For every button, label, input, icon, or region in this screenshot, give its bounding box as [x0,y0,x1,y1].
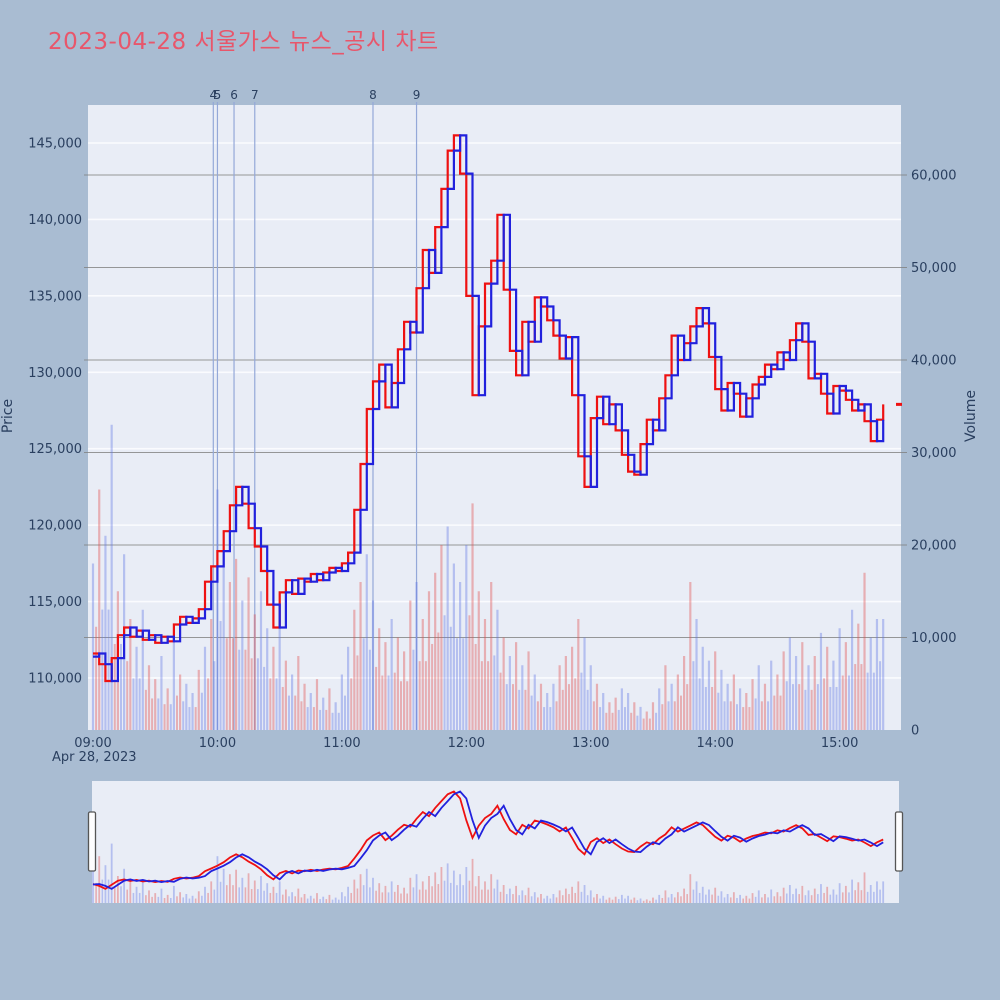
price-grid-lines [88,142,901,679]
range-slider[interactable] [92,781,899,903]
last-price-marker [896,402,902,406]
svg-text:140,000: 140,000 [28,213,82,228]
price-axis-tick-labels: 110,000 115,000 120,000 125,000 130,000 135,0… [28,137,82,687]
svg-text:12:00: 12:00 [448,736,485,751]
svg-text:145,000: 145,000 [28,137,82,152]
svg-text:11:00: 11:00 [323,736,360,751]
svg-text:130,000: 130,000 [28,366,82,381]
event-label-7: 7 [251,88,259,102]
svg-text:10,000: 10,000 [911,631,957,646]
range-slider-right-handle[interactable] [894,811,904,872]
event-label-9: 9 [413,88,421,102]
volume-bars [91,424,885,730]
svg-text:15:00: 15:00 [821,736,858,751]
main-plot-area[interactable] [88,105,901,730]
svg-text:60,000: 60,000 [911,169,957,184]
date-label: Apr 28, 2023 [52,750,137,765]
svg-text:14:00: 14:00 [696,736,733,751]
svg-text:110,000: 110,000 [28,671,82,686]
svg-text:10:00: 10:00 [199,736,236,751]
chart-title: 2023-04-28 서울가스 뉴스_공시 차트 [48,29,439,55]
event-label-8: 8 [369,88,377,102]
event-label-4: 4 [209,88,217,102]
svg-text:30,000: 30,000 [911,446,957,461]
svg-text:135,000: 135,000 [28,289,82,304]
svg-text:09:00: 09:00 [74,736,111,751]
nav-price-line-red [92,790,884,890]
svg-text:0: 0 [911,724,919,739]
range-slider-left-handle[interactable] [87,811,97,872]
volume-axis-tick-labels: 0 10,000 20,000 30,000 40,000 50,000 60,000 [911,169,957,739]
volume-grid-lines [84,174,907,638]
svg-text:120,000: 120,000 [28,519,82,534]
svg-text:13:00: 13:00 [572,736,609,751]
svg-text:20,000: 20,000 [911,539,957,554]
svg-text:50,000: 50,000 [911,261,957,276]
svg-text:40,000: 40,000 [911,354,957,369]
svg-text:115,000: 115,000 [28,595,82,610]
nav-volume-bars [92,843,885,903]
price-line-blue [93,134,885,683]
nav-price-line-blue [92,790,884,890]
event-label-6: 6 [230,88,238,102]
svg-text:125,000: 125,000 [28,442,82,457]
event-label-5: 5 [214,88,222,102]
time-axis-tick-labels: 09:00 10:00 11:00 12:00 13:00 14:00 15:00 [74,736,858,751]
